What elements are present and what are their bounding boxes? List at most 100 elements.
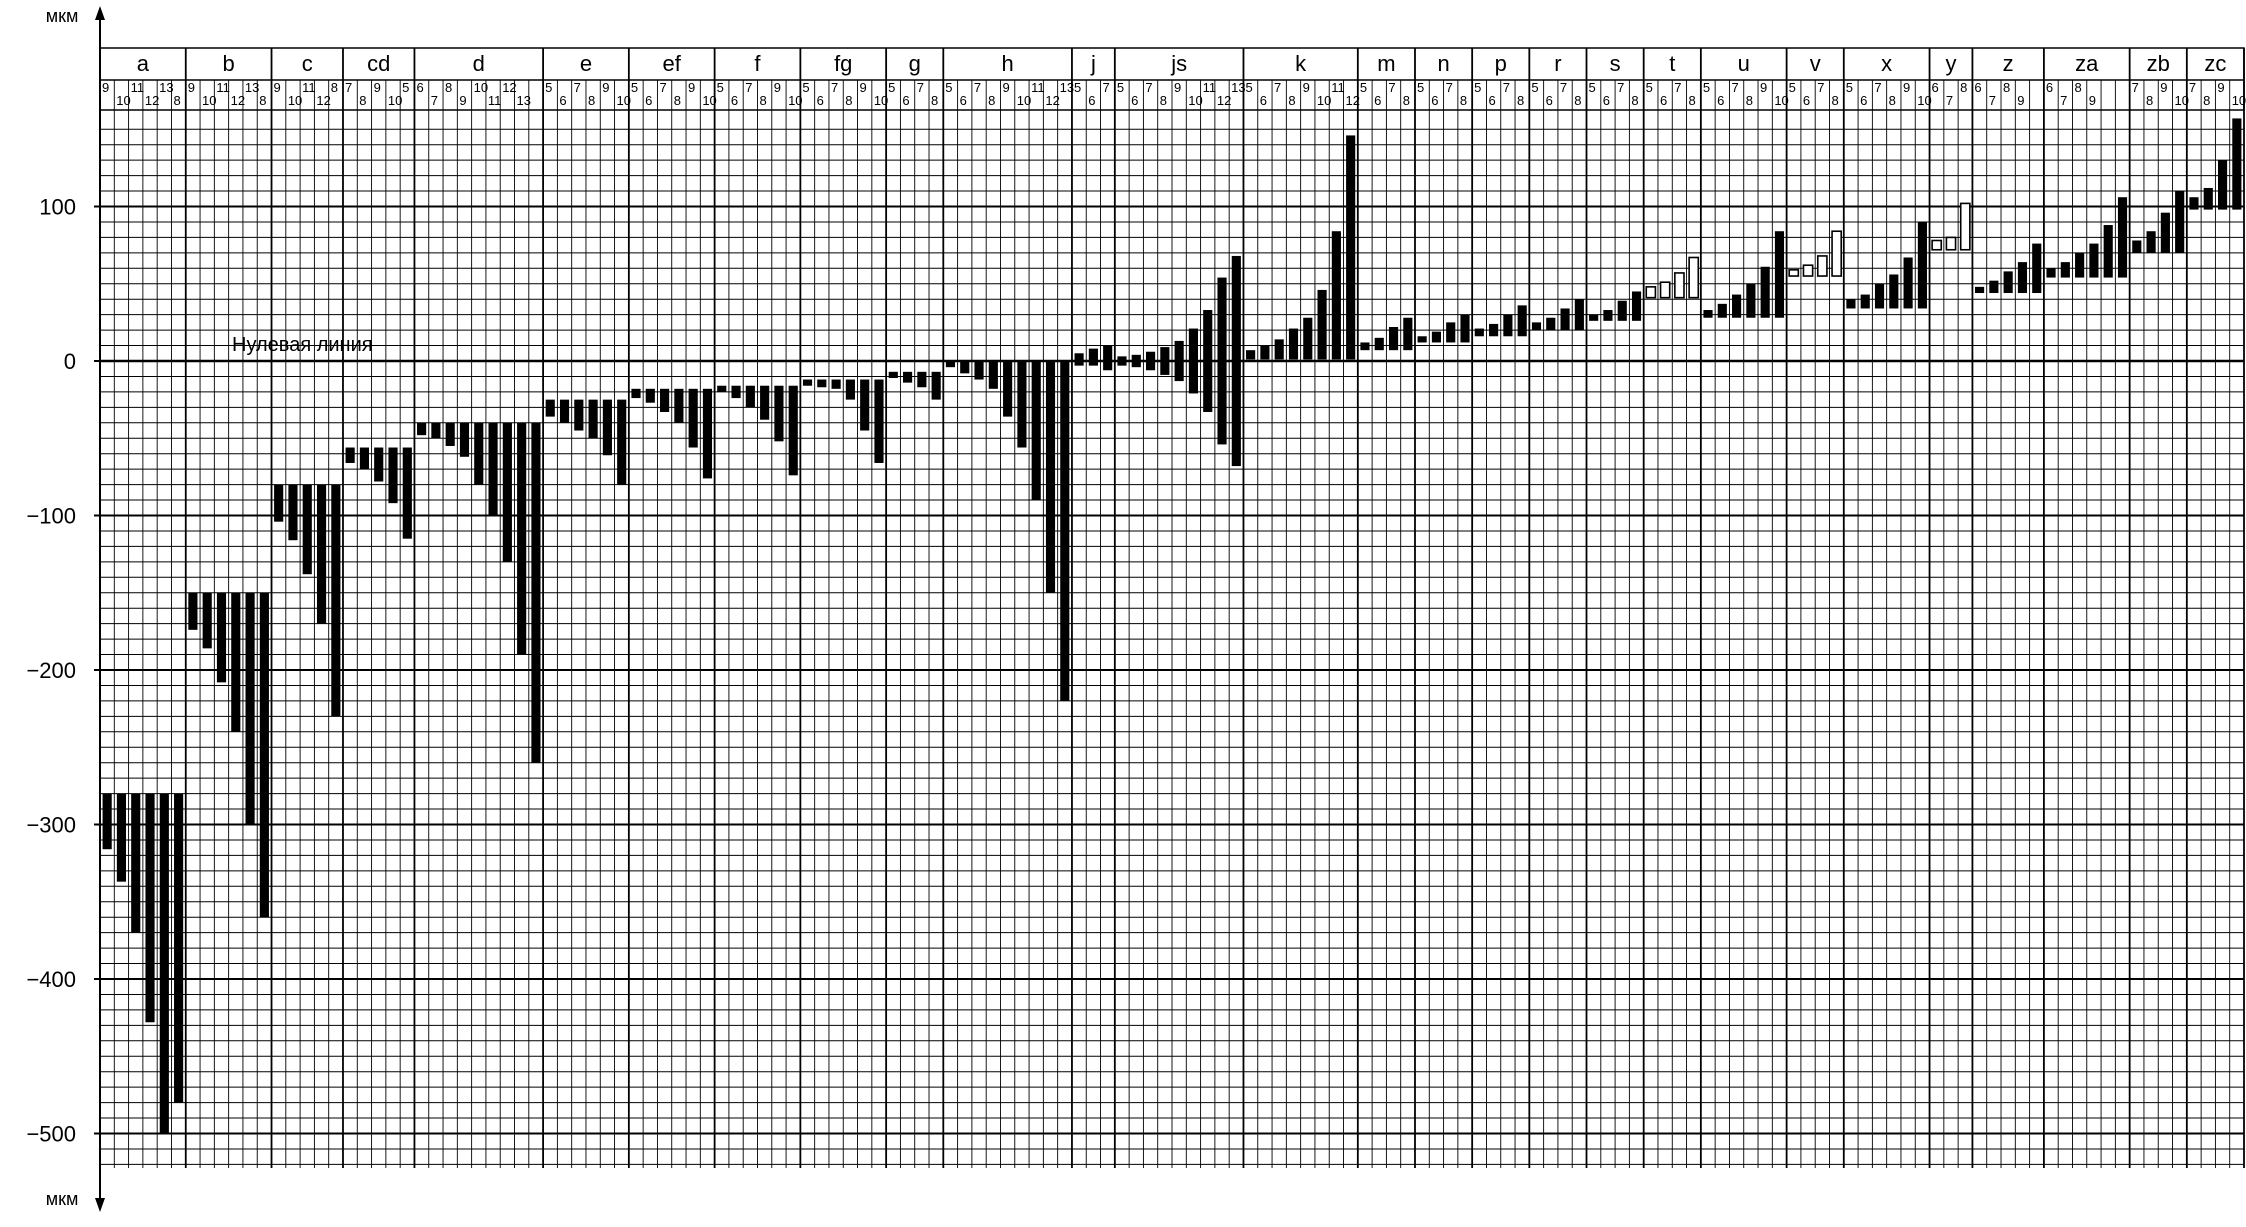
grade-label: 8	[2146, 93, 2153, 108]
grade-label: 5	[1589, 80, 1596, 95]
grade-label: 8	[1746, 93, 1753, 108]
tolerance-bar	[1703, 310, 1713, 318]
y-tick-label: 0	[64, 349, 76, 374]
grade-label: 13	[1060, 80, 1074, 95]
grade-label: 13	[245, 80, 259, 95]
tolerance-bar	[1074, 353, 1084, 366]
tolerance-bar	[1903, 257, 1913, 309]
grade-label: 6	[1974, 80, 1981, 95]
tolerance-bar	[145, 793, 155, 1023]
tolerance-bar	[717, 385, 727, 392]
grade-label: 7	[2132, 80, 2139, 95]
tolerance-bar	[1603, 310, 1613, 321]
tolerance-bar	[988, 361, 998, 389]
grade-label: 10	[788, 93, 802, 108]
group-label: f	[754, 51, 761, 76]
grade-label: 6	[1932, 80, 1939, 95]
tolerance-bar	[402, 447, 412, 539]
grade-label: 8	[2203, 93, 2210, 108]
tolerance-bar	[788, 385, 798, 476]
grid-layer	[99, 48, 2245, 1168]
tolerance-bar	[216, 592, 227, 683]
grade-label: 11	[131, 80, 145, 95]
tolerance-bar	[1403, 317, 1413, 351]
grade-label: 8	[1831, 93, 1838, 108]
grade-label: 5	[1360, 80, 1367, 95]
grade-label: 11	[1331, 80, 1345, 95]
tolerance-bar	[2003, 271, 2013, 294]
y-tick-label: −400	[26, 967, 76, 992]
group-label: s	[1610, 51, 1621, 76]
grade-label: 12	[316, 93, 330, 108]
group-label: v	[1810, 51, 1821, 76]
grade-label: 8	[845, 93, 852, 108]
tolerance-bar	[531, 422, 541, 763]
grade-label: 6	[1660, 93, 1667, 108]
tolerance-bar	[517, 422, 527, 655]
grade-label: 5	[1646, 80, 1653, 95]
tolerance-bar	[1260, 345, 1270, 360]
grade-label: 9	[274, 80, 281, 95]
tolerance-bar	[1031, 361, 1041, 501]
grade-label: 7	[974, 80, 981, 95]
grade-label: 10	[1017, 93, 1031, 108]
grade-label: 6	[1860, 93, 1867, 108]
tolerance-bar	[1503, 314, 1513, 337]
grade-label: 11	[216, 80, 230, 95]
tolerance-bar	[802, 379, 813, 386]
tolerance-bar	[2160, 212, 2170, 253]
group-label: a	[137, 51, 150, 76]
tolerance-bar	[445, 422, 455, 446]
grade-label: 8	[2074, 80, 2081, 95]
tolerance-bar	[1446, 322, 1456, 343]
axis-layer: Нулевая линия мкм мкм 100 0 −100 −200 −300 −400 −…	[26, 6, 2244, 1212]
grade-label: 9	[860, 80, 867, 95]
group-label: zb	[2147, 51, 2170, 76]
tolerance-bar	[688, 388, 698, 448]
tolerance-bar	[602, 399, 612, 456]
grade-label: 8	[588, 93, 595, 108]
grade-label: 5	[717, 80, 724, 95]
tolerance-bar	[302, 484, 312, 575]
group-label: e	[580, 51, 592, 76]
grade-label: 5	[545, 80, 552, 95]
grade-label: 7	[1817, 80, 1824, 95]
group-label: r	[1554, 51, 1561, 76]
tolerance-bar	[1959, 202, 1971, 251]
tolerance-bar	[1917, 221, 1927, 309]
tolerance-bar	[1589, 314, 1599, 321]
tolerance-bar	[1388, 327, 1399, 351]
tolerance-bar	[259, 592, 269, 918]
tolerance-bar	[731, 385, 741, 399]
grade-label: 8	[445, 80, 452, 95]
grade-label: 7	[1989, 93, 1996, 108]
grade-label: 9	[688, 80, 695, 95]
grade-label: 8	[173, 93, 180, 108]
grade-label: 8	[1689, 93, 1696, 108]
grade-label: 7	[431, 93, 438, 108]
tolerance-bar	[1617, 300, 1627, 321]
grade-label: 8	[1403, 93, 1410, 108]
grade-label: 8	[1889, 93, 1896, 108]
unit-label-top: мкм	[46, 6, 79, 26]
tolerance-bar	[674, 388, 684, 423]
grade-label: 5	[1417, 80, 1424, 95]
grade-label: 6	[1131, 93, 1138, 108]
tolerance-bar	[359, 447, 370, 470]
tolerance-bar	[1874, 283, 1885, 309]
grade-label: 7	[2189, 80, 2196, 95]
grade-label: 7	[1388, 80, 1395, 95]
grade-label: 7	[1674, 80, 1681, 95]
tolerance-bar	[2117, 197, 2128, 278]
tolerance-bar	[1560, 308, 1570, 331]
tolerance-bar	[502, 422, 512, 562]
tolerance-bar	[388, 447, 398, 504]
tolerance-bar	[2217, 160, 2228, 210]
grade-label: 7	[574, 80, 581, 95]
grade-label: 5	[802, 80, 809, 95]
tolerance-bar	[931, 371, 941, 400]
group-label: zc	[2204, 51, 2226, 76]
group-label: n	[1437, 51, 1449, 76]
tolerance-bar	[431, 422, 441, 439]
tolerance-bar	[960, 361, 970, 374]
